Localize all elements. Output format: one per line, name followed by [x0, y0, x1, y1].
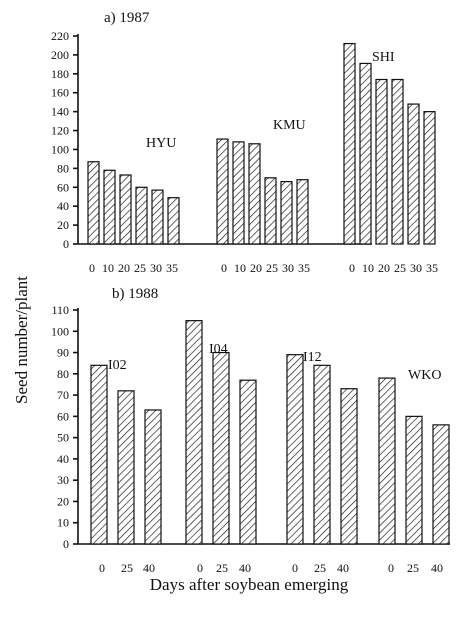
panel-title-1988: b) 1988 [112, 286, 158, 302]
x-tick-label: 0 [292, 561, 298, 575]
y-tick-label: 40 [57, 452, 69, 466]
y-tick-label: 100 [51, 142, 69, 156]
bar-hyu-30 [151, 189, 164, 245]
y-tick-label: 120 [51, 124, 69, 138]
y-tick-label: 70 [57, 388, 69, 402]
y-tick-label: 30 [57, 473, 69, 487]
bar-shi-20 [375, 78, 388, 245]
x-tick-label: 25 [407, 561, 419, 575]
panel-title-1987: a) 1987 [104, 10, 150, 26]
y-tick-label: 200 [51, 48, 69, 62]
bar-i04-25 [212, 351, 230, 545]
y-tick-label: 60 [57, 180, 69, 194]
x-tick-label: 35 [298, 261, 310, 275]
x-tick-label: 40 [337, 561, 349, 575]
x-tick-label: 20 [250, 261, 262, 275]
bar-shi-30 [407, 103, 420, 245]
bar-shi-0 [343, 42, 356, 245]
x-tick-label: 20 [378, 261, 390, 275]
x-tick-label: 20 [118, 261, 130, 275]
y-tick-label: 0 [63, 237, 69, 251]
x-tick-label: 25 [216, 561, 228, 575]
x-tick-label: 25 [314, 561, 326, 575]
x-tick-label: 40 [431, 561, 443, 575]
y-tick-label: 80 [57, 161, 69, 175]
x-tick-label: 25 [121, 561, 133, 575]
y-tick-label: 0 [63, 537, 69, 551]
x-tick-label: 0 [197, 561, 203, 575]
bar-kmu-0 [216, 138, 229, 245]
y-tick-label: 40 [57, 199, 69, 213]
y-tick-label: 160 [51, 86, 69, 100]
bar-hyu-0 [87, 161, 100, 245]
bar-i12-25 [313, 364, 331, 545]
y-tick-label: 110 [51, 303, 69, 317]
y-tick-label: 20 [57, 494, 69, 508]
bar-wko-0 [378, 377, 396, 545]
y-tick-label: 90 [57, 346, 69, 360]
x-tick-label: 35 [166, 261, 178, 275]
x-tick-label: 10 [234, 261, 246, 275]
x-tick-label: 0 [99, 561, 105, 575]
group-label-i04: I04 [209, 342, 228, 357]
x-tick-label: 30 [150, 261, 162, 275]
bar-i04-0 [185, 320, 203, 545]
bar-shi-25 [391, 78, 404, 245]
bar-hyu-25 [135, 186, 148, 245]
x-tick-label: 40 [239, 561, 251, 575]
panel-1987: a) 1987020406080100120140160180200220HYU… [51, 10, 438, 275]
group-label-shi: SHI [372, 50, 395, 65]
y-tick-label: 50 [57, 431, 69, 445]
x-tick-label: 0 [89, 261, 95, 275]
x-tick-label: 0 [388, 561, 394, 575]
y-tick-label: 20 [57, 218, 69, 232]
y-tick-label: 60 [57, 409, 69, 423]
y-tick-label: 100 [51, 324, 69, 338]
group-label-kmu: KMU [273, 118, 306, 133]
bar-kmu-25 [264, 177, 277, 245]
group-label-i02: I02 [108, 358, 127, 373]
bar-kmu-30 [280, 181, 293, 245]
x-tick-label: 25 [266, 261, 278, 275]
bar-kmu-20 [248, 143, 261, 245]
bar-shi-35 [423, 111, 436, 245]
x-tick-label: 0 [349, 261, 355, 275]
x-tick-label: 10 [102, 261, 114, 275]
y-tick-label: 180 [51, 67, 69, 81]
y-tick-label: 10 [57, 516, 69, 530]
bar-kmu-10 [232, 141, 245, 245]
y-tick-label: 220 [51, 29, 69, 43]
bar-hyu-20 [119, 174, 132, 245]
bar-i12-0 [286, 354, 304, 545]
y-axis-label: Seed number/plant [12, 276, 31, 404]
x-tick-label: 10 [362, 261, 374, 275]
bar-kmu-35 [296, 179, 309, 245]
bar-i02-40 [144, 409, 162, 545]
group-label-wko: WKO [408, 368, 441, 383]
bar-hyu-10 [103, 169, 116, 245]
group-label-i12: I12 [303, 350, 322, 365]
x-tick-label: 25 [394, 261, 406, 275]
x-tick-label: 0 [221, 261, 227, 275]
bar-i04-40 [239, 379, 257, 545]
bar-wko-40 [432, 424, 450, 545]
bar-i12-40 [340, 388, 358, 545]
y-tick-label: 80 [57, 367, 69, 381]
bar-wko-25 [405, 415, 423, 545]
y-tick-label: 140 [51, 105, 69, 119]
panel-1988: b) 1988 0 10 20 30 40 50 60 70 80 90 100 110 I02 0 25 40… [51, 286, 450, 575]
x-tick-label: 30 [282, 261, 294, 275]
x-tick-label: 30 [410, 261, 422, 275]
bar-i02-25 [117, 390, 135, 545]
x-axis-label: Days after soybean emerging [150, 575, 349, 594]
group-label-hyu: HYU [146, 136, 176, 151]
x-tick-label: 25 [134, 261, 146, 275]
bar-i02-0 [90, 364, 108, 545]
x-tick-label: 40 [143, 561, 155, 575]
x-tick-label: 35 [426, 261, 438, 275]
bar-hyu-35 [167, 197, 180, 245]
bar-shi-10 [359, 62, 372, 245]
